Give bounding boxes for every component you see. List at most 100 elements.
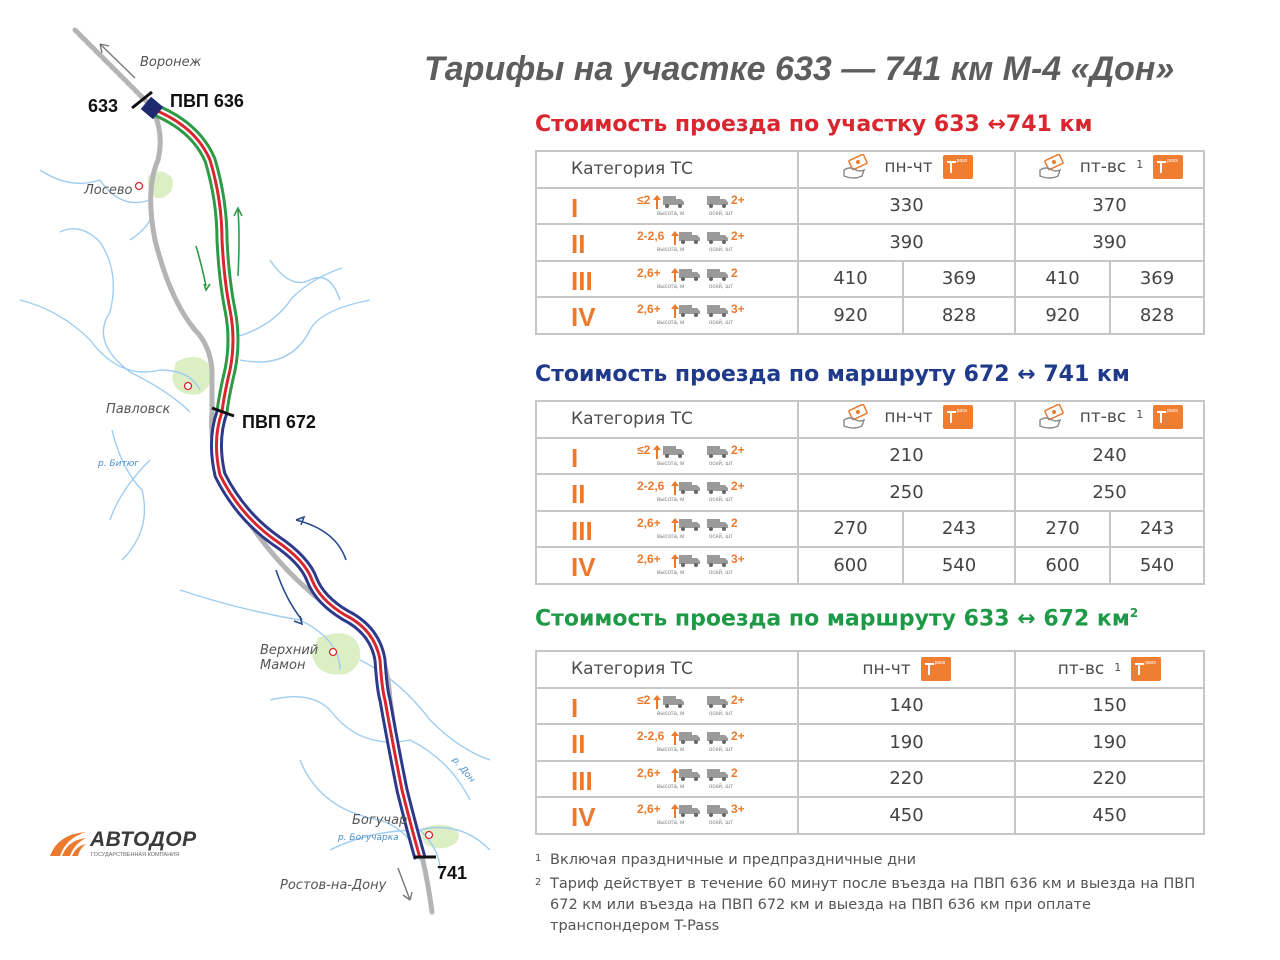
category-spec: 2,6+ высота, м 2 осей, шт — [637, 265, 797, 295]
category-roman: II — [571, 479, 586, 509]
height-caption: высота, м — [657, 460, 685, 467]
axles-caption: осей, шт — [709, 747, 733, 753]
label-river-bityug: р. Битюг — [97, 459, 139, 469]
voronezh-arrow — [99, 43, 136, 79]
height-value: 2-2,6 — [637, 729, 665, 743]
weekday-header: пн-чт pass — [797, 150, 1016, 189]
axles-value: 3+ — [731, 802, 745, 816]
truck-axles-icon — [707, 195, 728, 208]
truck-height-icon — [663, 445, 684, 458]
truck-height-icon — [679, 232, 700, 244]
height-caption: высота, м — [657, 747, 685, 753]
weekend-price: 250 — [1014, 473, 1205, 512]
tariff-table-3: Категория ТС пн-чт pass пт-вс 1 pass I ≤2 высота… — [535, 650, 1205, 835]
table-row: I ≤2 высота, м 2+ осей, шт 210 240 — [535, 436, 1205, 475]
page-title: Тарифы на участке 633 — 741 км М-4 «Дон» — [424, 50, 1175, 88]
logo-subtitle: ГОСУДАРСТВЕННАЯ КОМПАНИЯ — [91, 852, 180, 858]
weekday-price-tpass: 369 — [902, 259, 1016, 298]
truck-axles-icon — [707, 445, 728, 458]
category-spec: ≤2 высота, м 2+ осей, шт — [637, 442, 797, 472]
height-value: ≤2 — [637, 692, 651, 707]
label-river-don: р. Дон — [449, 755, 477, 785]
category-spec: 2,6+ высота, м 3+ осей, шт — [637, 551, 797, 581]
tpass-icon: pass — [942, 154, 973, 179]
table-row: I ≤2 высота, м 2+ осей, шт 330 370 — [535, 186, 1205, 225]
tpass-icon: pass — [920, 657, 951, 682]
category-roman: II — [571, 229, 586, 259]
table-row: III 2,6+ высота, м 2 осей, шт 410 369 410 369 — [535, 259, 1205, 298]
category-cell: II 2-2,6 высота, м 2+ осей, шт — [535, 723, 799, 762]
category-cell: III 2,6+ высота, м 2 осей, шт — [535, 759, 799, 798]
settlements — [134, 181, 434, 840]
category-cell: IV 2,6+ высота, м 3+ осей, шт — [535, 546, 799, 585]
height-caption: высота, м — [657, 283, 685, 290]
category-cell: IV 2,6+ высота, м 3+ осей, шт — [535, 296, 799, 335]
weekend-header: пт-вс 1 pass — [1014, 400, 1205, 439]
label-losevo: Лосево — [83, 183, 133, 198]
section-title-text: Стоимость проезда по маршруту 633 ↔ 672 … — [535, 606, 1130, 632]
height-arrow-icon — [671, 517, 679, 532]
weekday-price-tpass: 828 — [902, 296, 1016, 335]
truck-axles-icon — [707, 732, 728, 744]
section-672-741-red — [214, 411, 422, 859]
truck-height-icon — [679, 732, 700, 744]
truck-axles-icon — [707, 768, 728, 781]
weekday-price: 190 — [797, 723, 1016, 762]
weekend-note: 1 — [1114, 660, 1122, 674]
category-roman: I — [571, 442, 579, 473]
height-value: 2-2,6 — [637, 229, 665, 243]
axles-caption: осей, шт — [709, 210, 733, 217]
cash-payment-icon — [843, 153, 869, 179]
label-pvp-672: ПВП 672 — [242, 412, 316, 432]
weekday-price: 330 — [797, 186, 1016, 225]
height-value: ≤2 — [637, 192, 651, 207]
truck-axles-icon — [707, 805, 728, 817]
label-pvp-636: ПВП 636 — [170, 91, 244, 111]
weekend-header: пт-вс 1 pass — [1014, 150, 1205, 189]
weekday-header: пн-чт pass — [797, 650, 1016, 689]
axles-value: 2+ — [731, 479, 745, 493]
weekday-price: 210 — [797, 436, 1016, 475]
avtodor-logo: АВТОДОР ГОСУДАРСТВЕННАЯ КОМПАНИЯ — [48, 828, 218, 862]
height-arrow-icon — [653, 694, 661, 709]
category-roman: III — [571, 265, 593, 296]
pvp-636-marker — [140, 96, 164, 120]
label-verkhny-mamon-2: Мамон — [260, 658, 306, 673]
cash-payment-icon — [843, 403, 869, 429]
axles-value: 2+ — [731, 692, 745, 707]
km-633-tick — [131, 90, 153, 110]
height-value: 2,6+ — [637, 765, 661, 780]
category-header: Категория ТС — [535, 400, 799, 439]
axles-caption: осей, шт — [709, 710, 733, 717]
weekend-price: 220 — [1014, 759, 1205, 798]
height-caption: высота, м — [657, 210, 685, 217]
height-value: 2-2,6 — [637, 479, 665, 493]
category-roman: IV — [571, 302, 596, 332]
category-spec: ≤2 высота, м 2+ осей, шт — [637, 692, 797, 722]
height-caption: высота, м — [657, 710, 685, 717]
category-roman: I — [571, 192, 579, 223]
category-cell: I ≤2 высота, м 2+ осей, шт — [535, 436, 799, 475]
table-row: I ≤2 высота, м 2+ осей, шт 140 150 — [535, 686, 1205, 725]
weekend-price: 240 — [1014, 436, 1205, 475]
axles-value: 2+ — [731, 442, 745, 457]
truck-axles-icon — [707, 482, 728, 494]
height-arrow-icon — [671, 304, 679, 318]
category-header: Категория ТС — [535, 150, 799, 189]
table-row: IV 2,6+ высота, м 3+ осей, шт 600 540 600 540 — [535, 546, 1205, 585]
truck-axles-icon — [707, 268, 728, 281]
truck-height-icon — [679, 805, 700, 817]
footnote-1-number: 1 — [535, 853, 542, 864]
category-spec: 2,6+ высота, м 2 осей, шт — [637, 515, 797, 545]
height-caption: высота, м — [657, 247, 685, 253]
weekend-price-tpass: 369 — [1109, 259, 1205, 298]
weekend-price: 390 — [1014, 223, 1205, 262]
axles-caption: осей, шт — [709, 320, 733, 326]
weekday-price: 450 — [797, 796, 1016, 835]
truck-height-icon — [679, 768, 700, 781]
tpass-icon: pass — [1153, 404, 1184, 429]
category-cell: I ≤2 высота, м 2+ осей, шт — [535, 186, 799, 225]
truck-height-icon — [663, 195, 684, 208]
weekend-price: 150 — [1014, 686, 1205, 725]
section-title-text: Стоимость проезда по маршруту 672 ↔ 741 … — [535, 362, 1130, 387]
